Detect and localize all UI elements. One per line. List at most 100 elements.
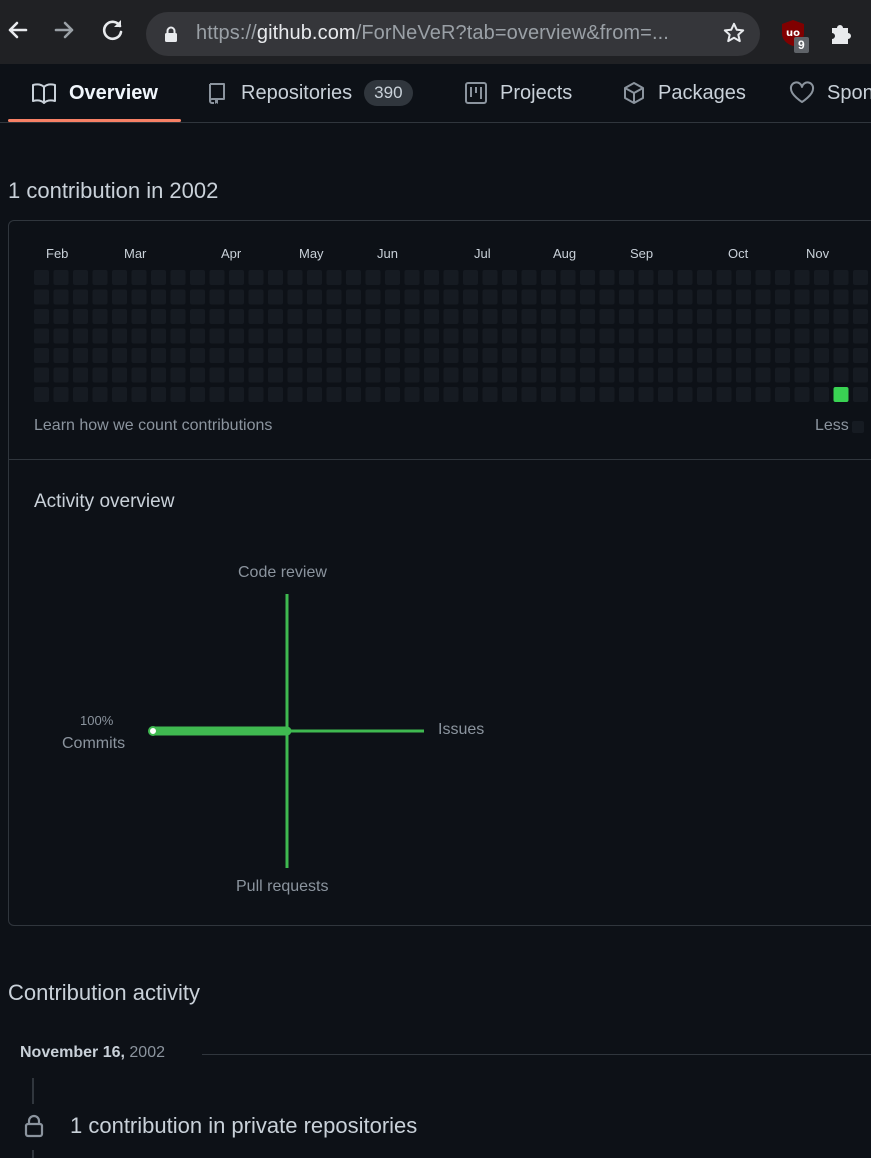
- contribution-day[interactable]: [599, 348, 615, 363]
- contribution-day[interactable]: [853, 367, 868, 383]
- contribution-day[interactable]: [755, 270, 771, 285]
- contribution-day[interactable]: [599, 328, 615, 344]
- contribution-day[interactable]: [190, 270, 205, 285]
- contribution-day[interactable]: [853, 348, 868, 363]
- contribution-day[interactable]: [404, 348, 420, 363]
- contribution-day[interactable]: [307, 387, 322, 402]
- contribution-day[interactable]: [73, 270, 88, 285]
- contribution-day[interactable]: [502, 328, 517, 344]
- contribution-day[interactable]: [833, 289, 849, 305]
- contribution-day[interactable]: [853, 289, 868, 305]
- contribution-day-active[interactable]: [833, 387, 849, 402]
- learn-contributions-link[interactable]: Learn how we count contributions: [34, 417, 273, 434]
- contribution-day[interactable]: [502, 348, 517, 363]
- contribution-day[interactable]: [502, 270, 517, 285]
- contribution-day[interactable]: [482, 348, 498, 363]
- contribution-day[interactable]: [541, 270, 556, 285]
- contribution-day[interactable]: [385, 367, 400, 383]
- contribution-day[interactable]: [229, 387, 244, 402]
- contribution-day[interactable]: [112, 387, 127, 402]
- address-bar[interactable]: https://github.com/ForNeVeR?tab=overview…: [146, 12, 760, 56]
- contribution-day[interactable]: [794, 309, 810, 324]
- contribution-day[interactable]: [560, 270, 576, 285]
- contribution-day[interactable]: [755, 289, 771, 305]
- contribution-day[interactable]: [229, 367, 244, 383]
- contribution-day[interactable]: [326, 270, 342, 285]
- contribution-day[interactable]: [443, 309, 459, 324]
- contribution-day[interactable]: [775, 348, 790, 363]
- contribution-day[interactable]: [833, 309, 849, 324]
- contribution-day[interactable]: [716, 270, 732, 285]
- contribution-day[interactable]: [131, 328, 147, 344]
- contribution-day[interactable]: [209, 270, 225, 285]
- contribution-day[interactable]: [833, 328, 849, 344]
- contribution-day[interactable]: [73, 328, 88, 344]
- contribution-day[interactable]: [716, 328, 732, 344]
- contribution-day[interactable]: [170, 367, 186, 383]
- contribution-day[interactable]: [443, 387, 459, 402]
- contribution-day[interactable]: [34, 270, 49, 285]
- contribution-day[interactable]: [638, 348, 654, 363]
- contribution-day[interactable]: [658, 309, 673, 324]
- contribution-day[interactable]: [521, 367, 537, 383]
- contribution-day[interactable]: [463, 348, 478, 363]
- contribution-day[interactable]: [599, 309, 615, 324]
- contribution-day[interactable]: [151, 270, 166, 285]
- contribution-day[interactable]: [229, 348, 244, 363]
- contribution-day[interactable]: [151, 309, 166, 324]
- contribution-day[interactable]: [385, 289, 400, 305]
- extensions-puzzle-icon[interactable]: [828, 20, 854, 51]
- contribution-day[interactable]: [755, 387, 771, 402]
- contribution-day[interactable]: [131, 309, 147, 324]
- contribution-day[interactable]: [736, 387, 751, 402]
- contribution-day[interactable]: [814, 328, 829, 344]
- contribution-day[interactable]: [755, 348, 771, 363]
- contribution-day[interactable]: [677, 289, 693, 305]
- contribution-day[interactable]: [697, 387, 712, 402]
- contribution-day[interactable]: [599, 289, 615, 305]
- contribution-day[interactable]: [131, 367, 147, 383]
- contribution-day[interactable]: [541, 367, 556, 383]
- contribution-day[interactable]: [638, 367, 654, 383]
- private-contributions-text[interactable]: 1 contribution in private repositories: [70, 1113, 418, 1138]
- contribution-day[interactable]: [833, 348, 849, 363]
- contribution-day[interactable]: [385, 387, 400, 402]
- contribution-day[interactable]: [580, 289, 595, 305]
- contribution-day[interactable]: [833, 367, 849, 383]
- contribution-day[interactable]: [287, 367, 303, 383]
- contribution-day[interactable]: [131, 348, 147, 363]
- contribution-day[interactable]: [775, 289, 790, 305]
- contribution-day[interactable]: [482, 289, 498, 305]
- contribution-day[interactable]: [92, 289, 108, 305]
- contribution-day[interactable]: [736, 367, 751, 383]
- contribution-day[interactable]: [307, 348, 322, 363]
- contribution-day[interactable]: [287, 348, 303, 363]
- contribution-day[interactable]: [287, 309, 303, 324]
- contribution-day[interactable]: [443, 348, 459, 363]
- contribution-day[interactable]: [560, 348, 576, 363]
- contribution-day[interactable]: [814, 309, 829, 324]
- contribution-day[interactable]: [53, 367, 69, 383]
- contribution-day[interactable]: [775, 309, 790, 324]
- contribution-day[interactable]: [424, 387, 439, 402]
- contribution-day[interactable]: [502, 367, 517, 383]
- contribution-day[interactable]: [248, 367, 264, 383]
- contribution-day[interactable]: [209, 289, 225, 305]
- contribution-day[interactable]: [209, 328, 225, 344]
- contribution-day[interactable]: [814, 348, 829, 363]
- contribution-day[interactable]: [170, 328, 186, 344]
- contribution-day[interactable]: [794, 348, 810, 363]
- contribution-day[interactable]: [92, 328, 108, 344]
- contribution-day[interactable]: [853, 309, 868, 324]
- contribution-day[interactable]: [34, 309, 49, 324]
- contribution-day[interactable]: [463, 309, 478, 324]
- contribution-day[interactable]: [697, 309, 712, 324]
- contribution-day[interactable]: [853, 270, 868, 285]
- contribution-day[interactable]: [307, 309, 322, 324]
- contribution-day[interactable]: [794, 387, 810, 402]
- contribution-day[interactable]: [404, 289, 420, 305]
- contribution-day[interactable]: [541, 309, 556, 324]
- contribution-day[interactable]: [190, 387, 205, 402]
- contribution-day[interactable]: [619, 309, 634, 324]
- contribution-day[interactable]: [287, 387, 303, 402]
